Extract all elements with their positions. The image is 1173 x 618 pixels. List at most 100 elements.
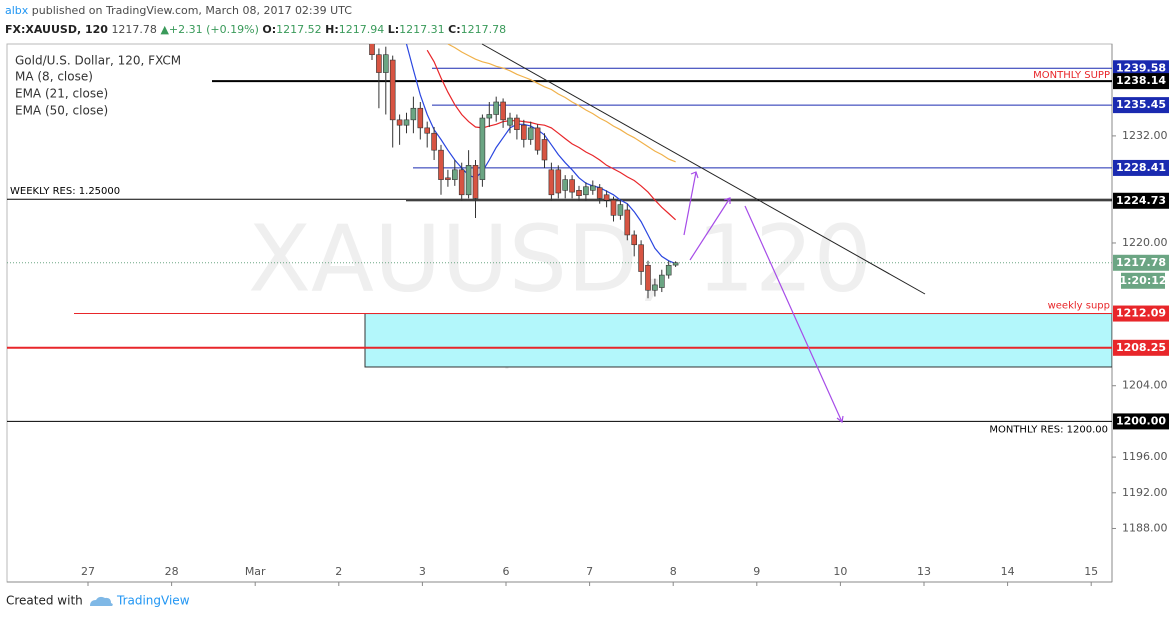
candle-body [479,117,486,180]
y-tick-label: 1196.00 [1122,450,1168,463]
legend-entry: MA (8, close) [15,70,93,84]
price-label: 1235.45 [1116,98,1166,111]
x-tick-label: 15 [1084,565,1098,578]
last: 1217.78 [111,23,157,36]
candle-body [396,119,403,126]
price-label: 1212.09 [1116,307,1166,320]
logo [90,596,113,606]
footer-created: Created with [6,594,83,608]
price-label-box [1113,305,1169,322]
candle-body [458,169,465,196]
candle-body [465,165,472,196]
x-tick-label: 9 [753,565,760,578]
l-label: L: [388,23,399,36]
candle-body [445,177,451,180]
price-label: 1224.73 [1116,194,1166,207]
current-price-label: 1217.78 [1116,256,1166,269]
candle-body [569,179,575,193]
x-tick-label: 8 [670,565,677,578]
level-text: MONTHLY RES: 1200.00 [989,424,1108,435]
symbol-line: FX:XAUUSD, 120 1217.78 ▲+2.31 (+0.19%) O… [5,23,506,36]
header-line: albx published on TradingView.com, March… [5,4,352,17]
candle-body [534,127,541,151]
candle-body [603,194,610,201]
trend-line [481,43,926,295]
candle-body [583,186,589,196]
countdown-box [1121,272,1165,289]
y-tick-label: 1192.00 [1122,486,1168,499]
candle-body [500,101,506,121]
footer-brand[interactable]: TradingView [116,594,190,608]
candle-body [617,204,624,216]
open: 1217.52 [276,23,322,36]
x-tick-label: 13 [917,565,931,578]
x-tick-label: Mar [245,565,266,578]
symbol: FX:XAUUSD, 120 [5,23,108,36]
candle-body [520,124,527,140]
candle-body [665,264,672,276]
candle-body [382,54,389,73]
y-tick-label: 1232.00 [1122,129,1168,142]
level-text: WEEKLY RES: 1.25000 [10,186,120,197]
candle-body [576,190,582,196]
candle-body [514,117,520,130]
candle-body [652,284,658,291]
arrow-head [690,171,699,179]
h-label: H: [325,23,339,36]
price-label: 1200.00 [1116,414,1166,427]
legend-entry: EMA (50, close) [15,104,108,118]
arrow [744,205,843,423]
indicator-line [447,44,676,163]
price-label-box [1113,97,1169,114]
countdown: 1:20:12 [1119,274,1166,287]
c-label: C: [448,23,460,36]
high: 1217.94 [339,23,385,36]
candle-body [486,114,493,119]
arrow [683,171,697,236]
x-tick-label: 27 [81,565,95,578]
level-text: MONTHLY SUPP [1033,70,1110,81]
price-label: 1228.41 [1116,161,1166,174]
price-label: 1238.14 [1116,74,1166,87]
change-arrow: ▲ [160,23,169,36]
candle-body [369,44,375,56]
level-text: weekly supp [1048,301,1110,312]
candle-body [610,199,617,216]
candle-body [638,244,644,272]
published: published on TradingView.com, March 08, … [32,4,352,17]
candle-body [424,127,431,134]
price-label-box [1113,339,1169,356]
author[interactable]: albx [5,4,29,17]
candle-body [672,262,679,266]
indicator-line [405,44,676,265]
y-tick-label: 1204.00 [1122,379,1168,392]
candle-body [596,187,603,199]
legend-title: Gold/U.S. Dollar, 120, FXCM [15,54,181,68]
x-tick-label: 6 [503,565,510,578]
candle-body [624,209,631,236]
price-label: 1208.25 [1116,341,1166,354]
price-label-box [1113,192,1169,209]
candle-body [417,107,424,129]
close: 1217.78 [461,23,507,36]
price-label-box [1113,60,1169,77]
low: 1217.31 [399,23,445,36]
price-label: 1239.58 [1116,61,1166,74]
candle-body [493,101,500,115]
candle-body [541,139,548,161]
price-label-box [1113,73,1169,90]
legend: Gold/U.S. Dollar, 120, FXCM MA (8, close… [15,54,181,118]
candle-body [451,169,458,180]
candle-body [562,179,569,191]
drawings [481,43,926,424]
candle-body [527,127,534,140]
arrow-head [836,415,844,424]
price-label-box [1113,159,1169,176]
candle-body [389,59,396,121]
candle-body [410,107,417,121]
candle-body [403,119,410,126]
o-label: O: [262,23,276,36]
candle-body [555,169,562,194]
price-label-box [1113,413,1169,430]
